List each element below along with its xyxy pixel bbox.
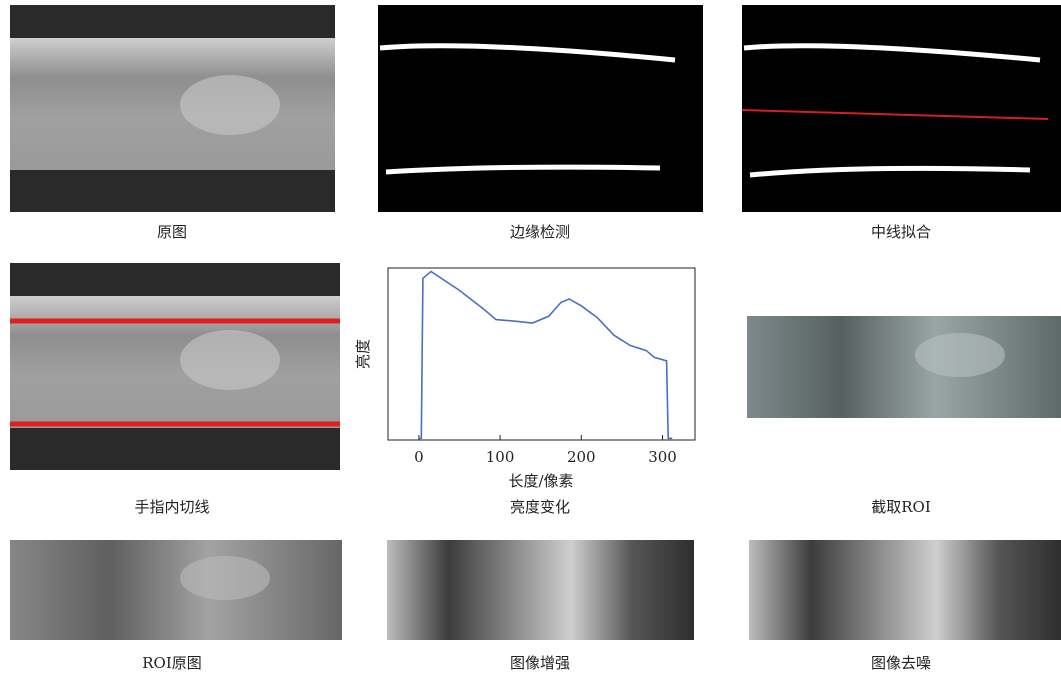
caption: 图像增强 — [510, 654, 570, 672]
denoised-image — [749, 540, 1061, 640]
roi-image — [747, 316, 1061, 418]
brightness-chart: 亮度 长度/像素 0 100 200 300 — [354, 268, 695, 490]
caption: 中线拟合 — [871, 223, 931, 241]
caption: 亮度变化 — [510, 498, 570, 516]
figure: 亮度 长度/像素 0 100 200 300 原图 边缘检测 中线拟合手指内切线 亮度变化 截… — [0, 0, 1061, 677]
caption: 图像去噪 — [871, 654, 931, 672]
edge-image — [378, 5, 703, 212]
y-axis-label: 亮度 — [354, 339, 372, 369]
x-tick-label: 300 — [648, 448, 677, 466]
roi-original-image — [10, 540, 342, 640]
x-tick-label: 200 — [567, 448, 596, 466]
caption: 原图 — [157, 223, 187, 241]
caption: ROI原图 — [142, 654, 202, 672]
caption: 手指内切线 — [134, 498, 209, 516]
enhanced-image — [387, 540, 694, 640]
plot-frame — [388, 268, 695, 440]
original-image — [10, 5, 335, 212]
caption: 边缘检测 — [510, 223, 570, 241]
midline-image — [742, 5, 1061, 212]
x-tick-label: 0 — [414, 448, 424, 466]
caption: 截取ROI — [871, 498, 931, 516]
x-axis-label: 长度/像素 — [508, 472, 573, 490]
x-tick-label: 100 — [486, 448, 515, 466]
line — [419, 271, 672, 438]
tangent-image — [10, 263, 340, 470]
